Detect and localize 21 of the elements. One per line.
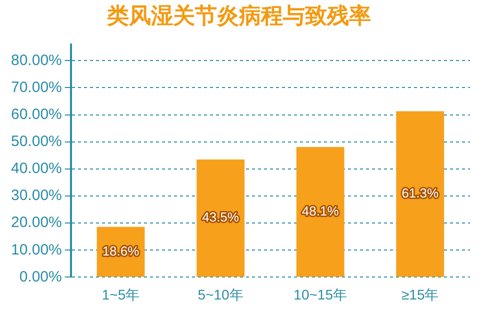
y-tick-label: 0.00% — [19, 268, 62, 286]
bar — [196, 159, 244, 277]
y-tick-label: 30.00% — [11, 187, 62, 204]
y-tick-label: 20.00% — [11, 214, 62, 232]
bar — [396, 111, 444, 277]
y-tick-label: 60.00% — [11, 106, 62, 123]
chart-title: 类风湿关节炎病程与致残率 — [106, 2, 371, 29]
data-label: 61.3% — [402, 186, 439, 201]
bar — [296, 146, 344, 277]
y-tick-label: 40.00% — [11, 160, 62, 178]
x-tick-label: 5~10年 — [198, 286, 244, 302]
data-label: 48.1% — [302, 203, 340, 218]
x-tick-label: 10~15年 — [294, 286, 347, 302]
data-label: 43.5% — [202, 210, 240, 225]
y-tick-label: 80.00% — [11, 52, 62, 69]
data-label: 18.6% — [102, 243, 140, 258]
x-tick-label: 1~5年 — [102, 286, 140, 302]
y-tick-label: 70.00% — [11, 78, 62, 96]
x-tick-label: ≥15年 — [401, 286, 439, 302]
y-tick-label: 10.00% — [11, 241, 62, 258]
y-tick-label: 50.00% — [11, 132, 62, 150]
